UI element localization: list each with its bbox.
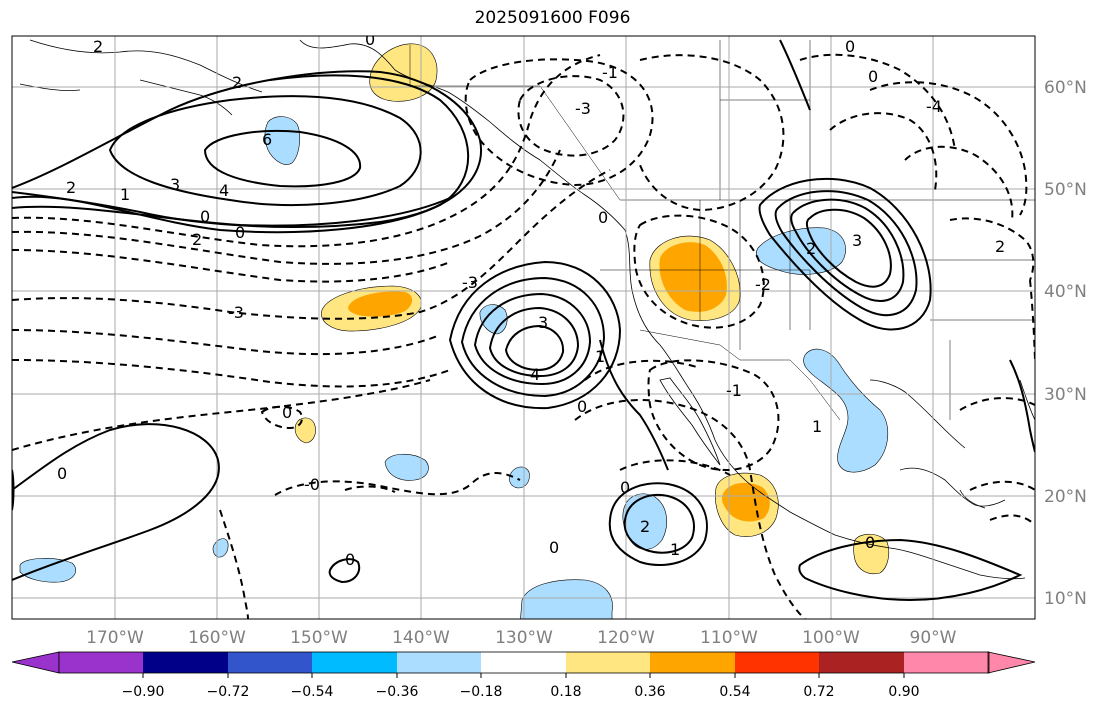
contour-label: 0: [868, 67, 878, 86]
contour-label: -3: [462, 273, 478, 292]
gridlines: [12, 36, 1035, 619]
lat-label: 60°N: [1044, 78, 1087, 98]
lon-label: 110°W: [700, 628, 758, 648]
colorbar-swatch: [819, 652, 905, 673]
contour-label: -0: [304, 475, 320, 494]
lat-label: 50°N: [1044, 180, 1087, 200]
colorbar-swatch: [650, 652, 736, 673]
colorbar-tick-label: −0.54: [291, 684, 334, 700]
contour-label: 0: [282, 403, 292, 422]
colorbar-swatch: [735, 652, 820, 673]
latitude-labels: 60°N 50°N 40°N 30°N 20°N 10°N: [1044, 78, 1087, 609]
fill-orange-west-pac: [348, 291, 413, 317]
colorbar-extend-low: [11, 651, 60, 674]
colorbar-extend-high: [987, 651, 1036, 674]
map-title: 2025091600 F096: [474, 8, 631, 28]
lon-label: 150°W: [290, 628, 348, 648]
contour-label: -4: [926, 97, 942, 116]
lat-label: 20°N: [1044, 487, 1087, 507]
fill-yellow-central-am: [853, 533, 890, 575]
contour-label: -1: [726, 381, 742, 400]
colorbar-tick-label: 0.36: [634, 684, 665, 700]
contour-labels: 2 0 2 6 3 4 2 1 0 2 0 -3 0 -3 -1 -3 3 4 …: [57, 30, 1005, 569]
contour-label: 1: [670, 540, 680, 559]
anomaly-fills: [19, 43, 890, 619]
lat-label: 30°N: [1044, 385, 1087, 405]
fill-blue-mid-pac: [384, 453, 429, 481]
fill-orange-great-basin: [659, 242, 727, 312]
lon-label: 170°W: [86, 628, 144, 648]
lat-label: 40°N: [1044, 282, 1087, 302]
colorbar-swatch: [312, 652, 398, 673]
lon-label: 130°W: [495, 628, 553, 648]
colorbar-tick-label: 0.18: [550, 684, 581, 700]
lon-label: 140°W: [392, 628, 450, 648]
coastlines: [19, 39, 1035, 580]
dashed-contours: [12, 53, 1035, 619]
lat-label: 10°N: [1044, 589, 1087, 609]
contour-label: 0: [235, 223, 245, 242]
fill-blue-sw-corner: [19, 558, 76, 583]
contour-label: 0: [577, 397, 587, 416]
colorbar-tick-label: 0.72: [803, 684, 834, 700]
colorbar-swatch: [397, 652, 482, 673]
lon-label: 100°W: [802, 628, 860, 648]
fill-blue-texas: [803, 348, 889, 473]
longitude-labels: 170°W 160°W 150°W 140°W 130°W 120°W 110°…: [86, 628, 957, 648]
contour-label: 0: [845, 37, 855, 56]
colorbar-tick-label: 0.90: [888, 684, 919, 700]
contour-label: 2: [232, 73, 242, 92]
contour-label: 2: [995, 237, 1005, 256]
colorbar-swatch: [904, 652, 989, 673]
colorbar-ticks: [142, 673, 905, 678]
contour-label: 0: [549, 538, 559, 557]
colorbar-tick-label: −0.72: [207, 684, 250, 700]
lon-label: 160°W: [188, 628, 246, 648]
contour-label: 0: [620, 478, 630, 497]
colorbar-tick-label: −0.36: [376, 684, 419, 700]
contour-label: 2: [192, 230, 202, 249]
colorbar: −0.90 −0.72 −0.54 −0.36 −0.18 0.18 0.36 …: [11, 651, 1036, 700]
colorbar-swatch: [143, 652, 229, 673]
contour-label: 4: [530, 365, 540, 384]
contour-label: 2: [93, 37, 103, 56]
contour-label: 1: [120, 185, 130, 204]
contour-label: 2: [806, 239, 816, 258]
lon-label: 90°W: [910, 628, 957, 648]
contour-label: -1: [602, 63, 618, 82]
contour-label: 0: [365, 30, 375, 49]
contour-label: 0: [345, 550, 355, 569]
contour-label: -3: [575, 99, 591, 118]
fill-blue-plains: [756, 227, 846, 275]
contour-label: 4: [219, 181, 229, 200]
colorbar-swatch: [566, 652, 651, 673]
contour-label: 2: [66, 178, 76, 197]
fill-blue-aleutian: [264, 116, 301, 165]
contour-label: 2: [640, 517, 650, 536]
contour-label: -2: [755, 275, 771, 294]
fill-blue-south: [520, 579, 613, 619]
colorbar-tick-label: −0.90: [122, 684, 165, 700]
contour-label: -3: [228, 303, 244, 322]
colorbar-tick-label: −0.18: [460, 684, 503, 700]
colorbar-swatch: [59, 652, 144, 673]
colorbar-swatch: [481, 652, 567, 673]
contour-label: 0: [598, 208, 608, 227]
colorbar-tick-label: 0.54: [719, 684, 750, 700]
lon-label: 120°W: [597, 628, 655, 648]
contour-label: 6: [262, 130, 272, 149]
contour-label: 1: [812, 417, 822, 436]
contour-label: 3: [852, 231, 862, 250]
contour-label: 0: [865, 533, 875, 552]
contour-label: 0: [57, 464, 67, 483]
contour-label: 3: [538, 313, 548, 332]
contour-label: 1: [595, 347, 605, 366]
map-content: 2 0 2 6 3 4 2 1 0 2 0 -3 0 -3 -1 -3 3 4 …: [12, 30, 1035, 619]
contour-label: 0: [200, 207, 210, 226]
map-frame: [11, 35, 1036, 620]
fill-blue-cal-small: [479, 304, 508, 335]
contour-label: 3: [170, 175, 180, 194]
colorbar-swatch: [228, 652, 313, 673]
